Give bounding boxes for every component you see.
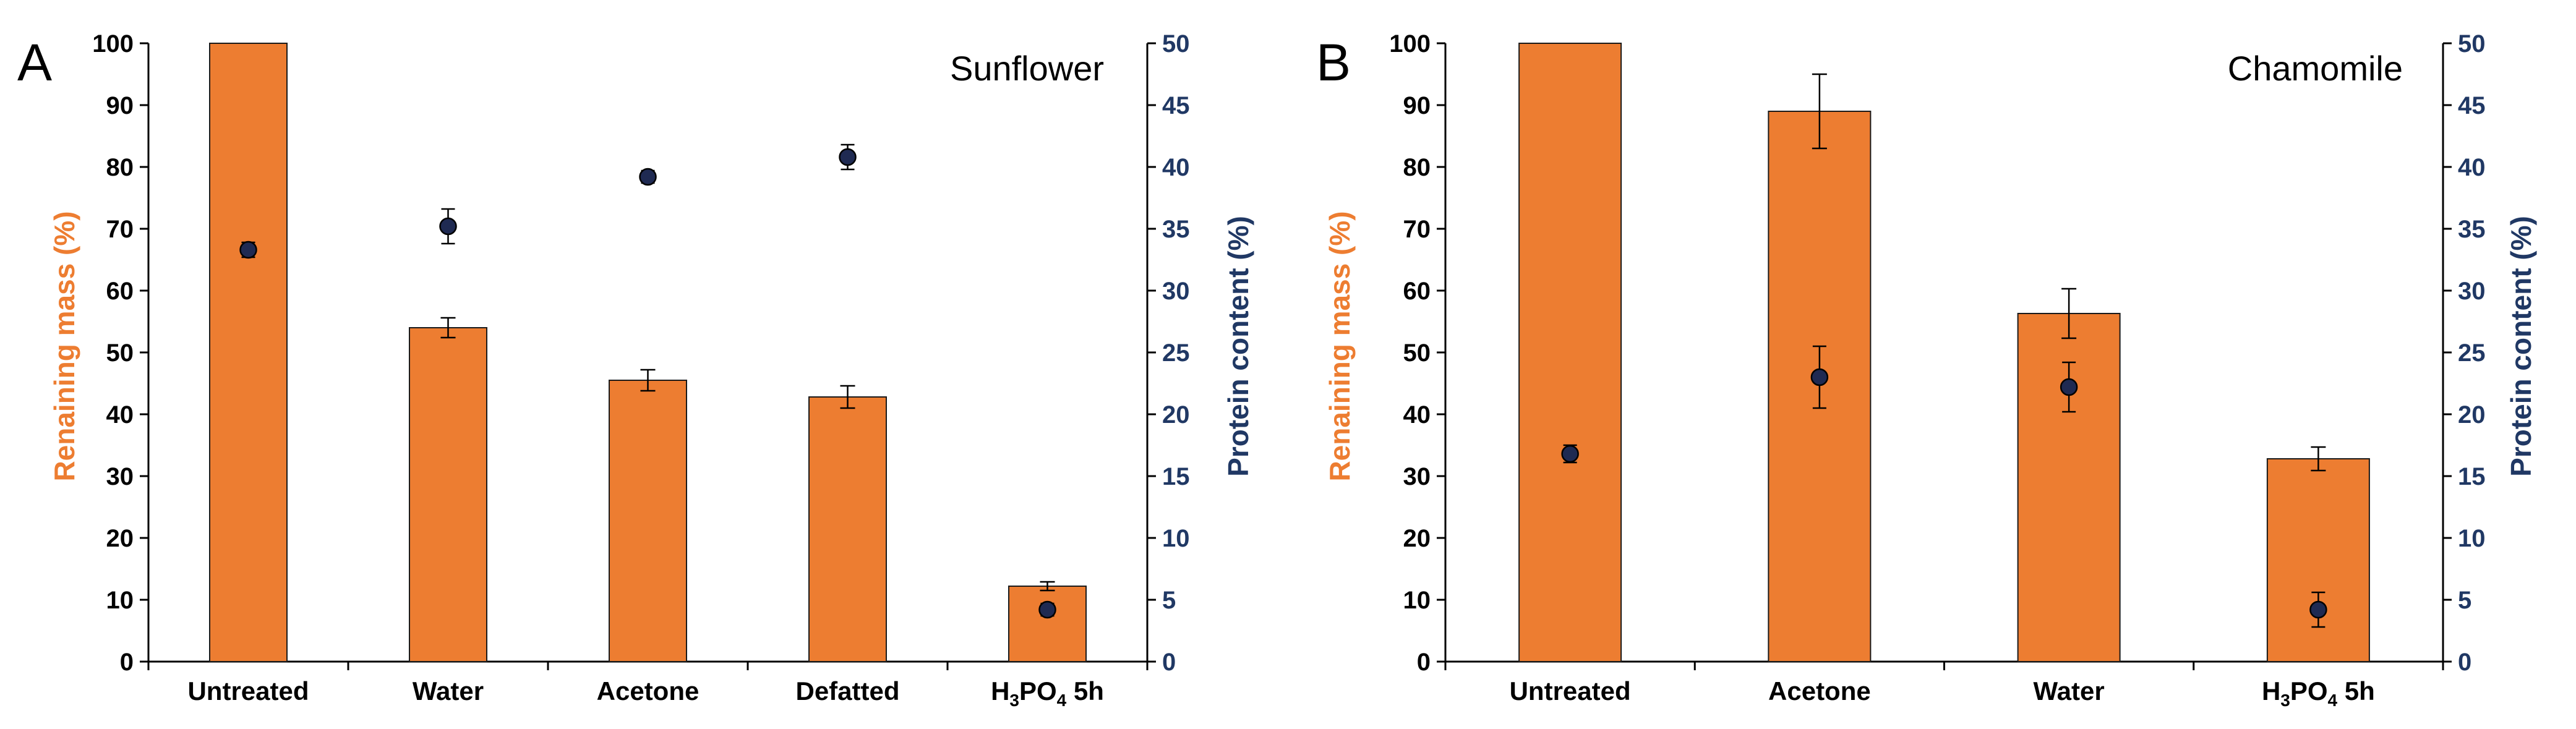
category-label-part: 3: [2280, 691, 2290, 710]
right-tick-label: 25: [1162, 339, 1190, 367]
protein-marker: [2060, 378, 2078, 396]
right-tick-label: 10: [1162, 525, 1190, 552]
left-tick-label: 70: [106, 216, 134, 243]
right-tick-label: 35: [1162, 216, 1190, 243]
right-tick-label: 20: [1162, 401, 1190, 428]
protein-marker: [439, 217, 457, 236]
right-tick-label: 0: [1162, 649, 1176, 676]
bar: [609, 380, 687, 662]
right-axis-label: Protein content (%): [2505, 216, 2537, 477]
category-label: Acetone: [597, 676, 700, 706]
category-label-part: 3: [1009, 691, 1019, 710]
right-tick-label: 30: [2458, 278, 2486, 305]
panel-sunflower: A Sunflower Renaining mass (%) Protein c…: [17, 30, 1254, 710]
left-tick-label: 30: [106, 463, 134, 490]
left-tick-label: 100: [1389, 30, 1431, 58]
left-tick-label: 10: [106, 587, 134, 614]
panel-chamomile: B Chamomile Renaining mass (%) Protein c…: [1316, 30, 2537, 710]
category-label-part: H: [991, 676, 1009, 706]
right-tick-label: 20: [2458, 401, 2486, 428]
left-tick-label: 30: [1403, 463, 1431, 490]
left-tick-label: 20: [1403, 525, 1431, 552]
left-tick-label: 80: [1403, 154, 1431, 181]
category-label: Untreated: [187, 676, 309, 706]
category-label-part: 4: [1057, 691, 1067, 710]
bar: [1008, 586, 1087, 662]
right-tick-label: 25: [2458, 339, 2486, 367]
category-label-part: 4: [2328, 691, 2338, 710]
right-tick-label: 10: [2458, 525, 2486, 552]
category-label: H3PO4 5h: [991, 676, 1104, 710]
right-tick-label: 35: [2458, 216, 2486, 243]
right-tick-label: 0: [2458, 649, 2471, 676]
left-tick-label: 100: [92, 30, 134, 58]
left-tick-label: 10: [1403, 587, 1431, 614]
left-tick-label: 60: [106, 278, 134, 305]
right-tick-label: 50: [1162, 30, 1190, 58]
category-label-part: PO: [2290, 676, 2328, 706]
left-tick-label: 40: [1403, 401, 1431, 428]
left-tick-label: 20: [106, 525, 134, 552]
protein-marker: [1038, 600, 1056, 619]
chart-title-chamomile: Chamomile: [2228, 49, 2403, 88]
protein-marker: [1561, 445, 1579, 463]
bar: [808, 396, 887, 662]
right-tick-label: 40: [2458, 154, 2486, 181]
left-tick-label: 50: [106, 339, 134, 367]
panel-label-a: A: [17, 33, 52, 92]
left-tick-label: 60: [1403, 278, 1431, 305]
left-tick-label: 0: [1417, 649, 1431, 676]
panel-label-b: B: [1316, 33, 1351, 92]
left-tick-label: 70: [1403, 216, 1431, 243]
right-axis-label: Protein content (%): [1222, 216, 1254, 477]
right-tick-label: 50: [2458, 30, 2486, 58]
chart-title-sunflower: Sunflower: [950, 49, 1104, 88]
bar: [209, 43, 288, 662]
bar: [2266, 458, 2370, 662]
right-tick-label: 40: [1162, 154, 1190, 181]
category-label: Water: [2034, 676, 2105, 706]
left-tick-label: 0: [120, 649, 134, 676]
right-tick-label: 45: [1162, 92, 1190, 119]
bar: [409, 327, 487, 662]
left-tick-label: 90: [106, 92, 134, 119]
right-tick-label: 5: [1162, 587, 1176, 614]
protein-marker: [239, 241, 257, 259]
category-label: Water: [413, 676, 484, 706]
protein-marker: [839, 148, 857, 166]
category-label: Acetone: [1768, 676, 1871, 706]
category-label-part: H: [2262, 676, 2280, 706]
right-tick-label: 45: [2458, 92, 2486, 119]
category-label: Untreated: [1510, 676, 1631, 706]
category-label-part: 5h: [1066, 676, 1104, 706]
left-tick-label: 90: [1403, 92, 1431, 119]
left-tick-label: 40: [106, 401, 134, 428]
right-tick-label: 30: [1162, 278, 1190, 305]
right-tick-label: 15: [2458, 463, 2486, 490]
left-axis-label: Renaining mass (%): [48, 211, 80, 481]
protein-marker: [639, 168, 657, 186]
left-axis-label: Renaining mass (%): [1324, 211, 1356, 481]
protein-marker: [2309, 600, 2327, 619]
left-tick-label: 50: [1403, 339, 1431, 367]
category-label: H3PO4 5h: [2262, 676, 2375, 710]
left-tick-label: 80: [106, 154, 134, 181]
right-tick-label: 15: [1162, 463, 1190, 490]
category-label-part: PO: [1019, 676, 1057, 706]
category-label-part: 5h: [2337, 676, 2375, 706]
bar: [1518, 43, 1622, 662]
protein-marker: [1810, 368, 1829, 386]
right-tick-label: 5: [2458, 587, 2471, 614]
category-label: Defatted: [795, 676, 899, 706]
